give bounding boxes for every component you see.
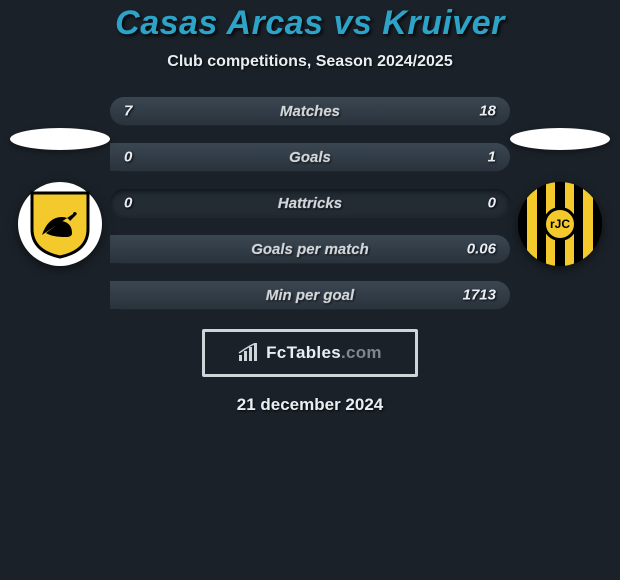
club-right-center-text: rJC bbox=[550, 217, 570, 231]
club-right: rJC bbox=[510, 128, 610, 266]
flag-ellipse-left bbox=[10, 128, 110, 150]
club-right-crest: rJC bbox=[518, 182, 602, 266]
stat-label: Goals per match bbox=[251, 241, 369, 258]
club-right-center-badge: rJC bbox=[543, 207, 577, 241]
crest-stripe bbox=[583, 182, 592, 266]
vs-separator: vs bbox=[334, 4, 373, 42]
chart-icon bbox=[238, 343, 260, 363]
stat-value-right: 0.06 bbox=[467, 241, 496, 258]
stat-label: Min per goal bbox=[266, 287, 354, 304]
stat-value-right: 1713 bbox=[463, 287, 496, 304]
stat-row: 0 Goals 1 bbox=[110, 143, 510, 171]
stat-row: Min per goal 1713 bbox=[110, 281, 510, 309]
crest-stripe bbox=[527, 182, 536, 266]
player-left-name: Casas Arcas bbox=[115, 4, 323, 42]
shield-icon bbox=[28, 189, 92, 259]
crest-stripe bbox=[518, 182, 527, 266]
stat-value-left: 0 bbox=[124, 149, 132, 166]
subtitle: Club competitions, Season 2024/2025 bbox=[167, 53, 452, 71]
club-left-crest bbox=[18, 182, 102, 266]
stat-value-right: 1 bbox=[488, 149, 496, 166]
player-right-name: Kruiver bbox=[382, 4, 505, 42]
stat-row: 0 Hattricks 0 bbox=[110, 189, 510, 217]
stat-value-left: 7 bbox=[124, 103, 132, 120]
brand-name: FcTables bbox=[266, 343, 341, 362]
stat-label: Matches bbox=[280, 103, 340, 120]
page-title: Casas Arcas vs Kruiver bbox=[115, 4, 505, 43]
stat-label: Hattricks bbox=[278, 195, 342, 212]
brand-domain: .com bbox=[341, 343, 382, 362]
date-label: 21 december 2024 bbox=[237, 395, 384, 415]
club-left bbox=[10, 128, 110, 266]
stats-table: 7 Matches 18 0 Goals 1 0 Hattricks 0 Goals per ma… bbox=[110, 97, 510, 309]
crest-stripe bbox=[593, 182, 602, 266]
stat-label: Goals bbox=[289, 149, 331, 166]
brand-badge[interactable]: FcTables.com bbox=[202, 329, 418, 377]
flag-ellipse-right bbox=[510, 128, 610, 150]
stat-value-right: 0 bbox=[488, 195, 496, 212]
brand-text: FcTables.com bbox=[266, 343, 382, 363]
stat-row: Goals per match 0.06 bbox=[110, 235, 510, 263]
stat-row: 7 Matches 18 bbox=[110, 97, 510, 125]
stat-value-left: 0 bbox=[124, 195, 132, 212]
stat-fill-right bbox=[222, 97, 510, 125]
stat-value-right: 18 bbox=[479, 103, 496, 120]
